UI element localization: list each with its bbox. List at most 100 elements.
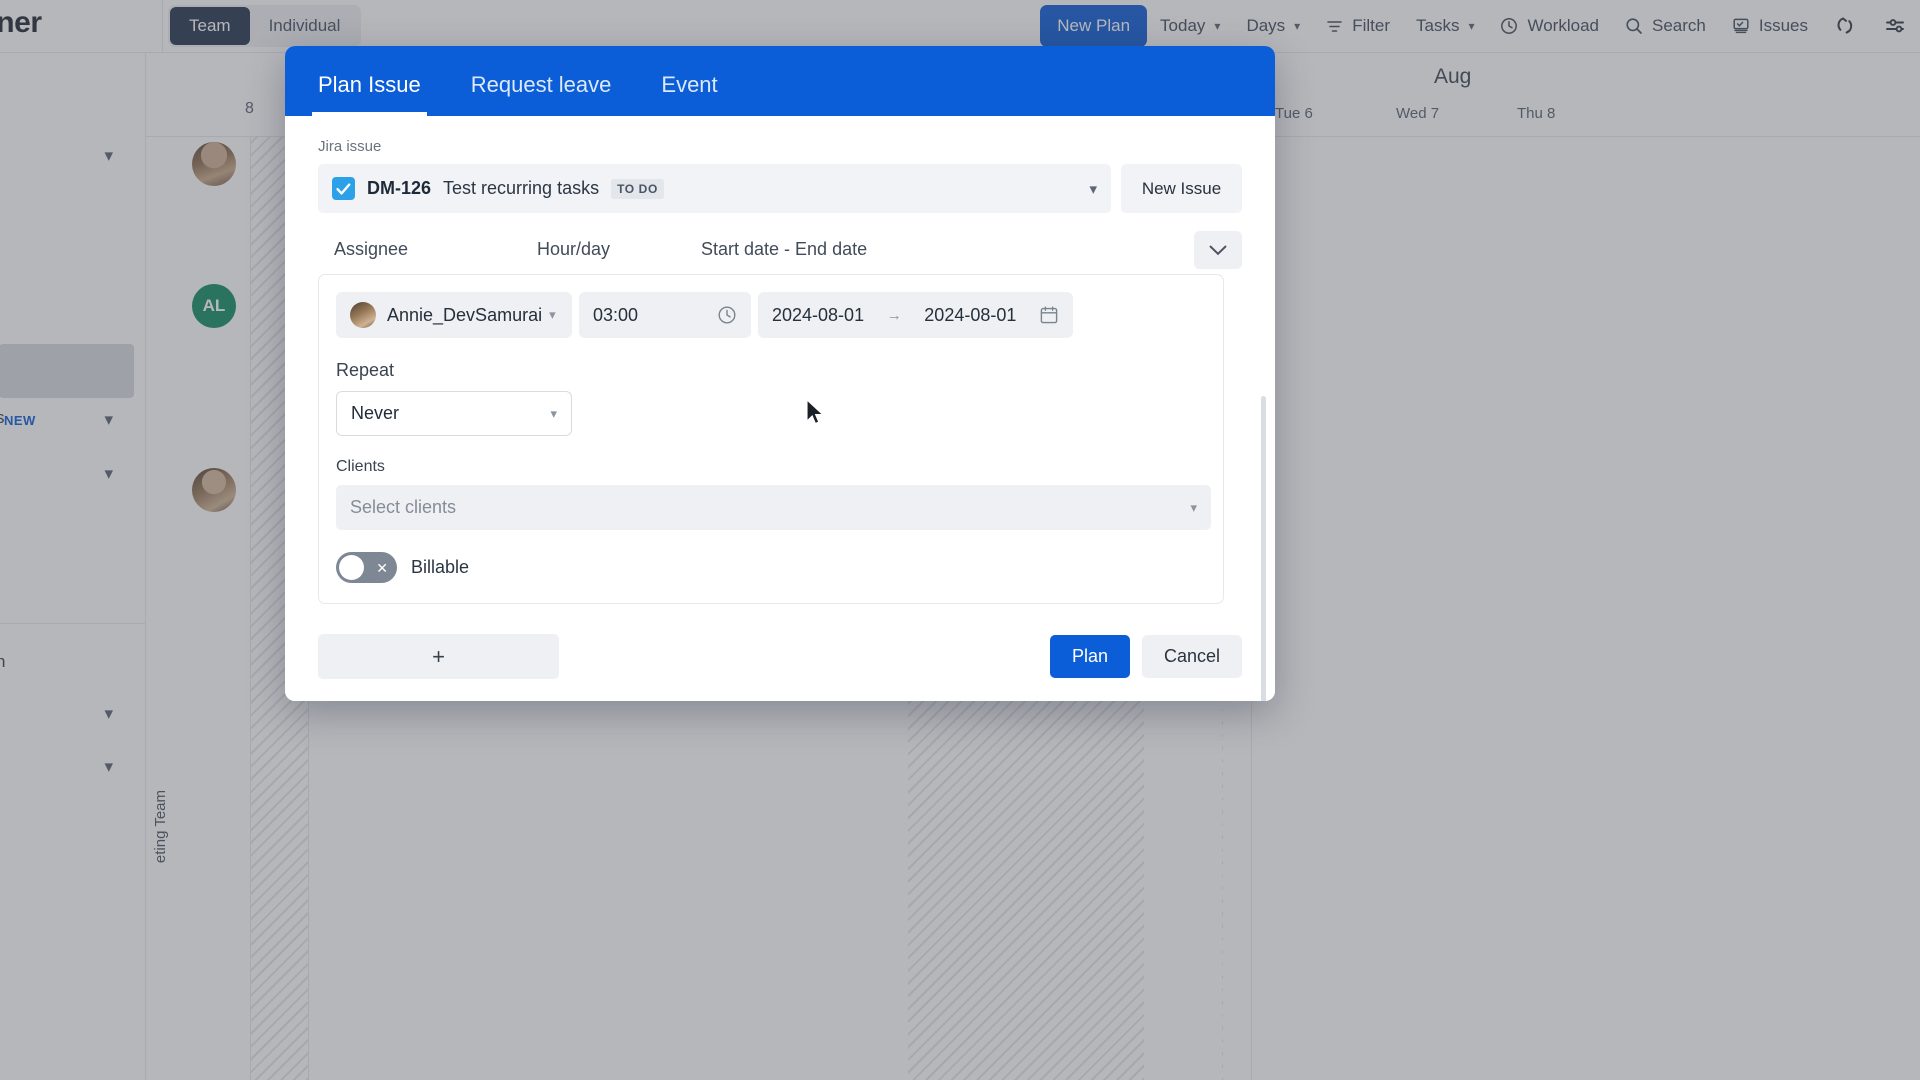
days-dropdown[interactable]: Days ▾: [1233, 7, 1313, 45]
repeat-label: Repeat: [336, 360, 395, 380]
chevron-down-icon: ▾: [1468, 19, 1475, 33]
add-row-button[interactable]: +: [318, 634, 559, 679]
modal-scrollbar[interactable]: [1261, 396, 1266, 701]
hour-per-day-input[interactable]: 03:00: [579, 292, 751, 338]
chevron-down-icon: ▾: [1190, 499, 1197, 515]
tab-individual[interactable]: Individual: [268, 16, 341, 35]
chevron-down-icon: ▾: [549, 307, 556, 322]
chevron-down-icon: ▾: [1294, 19, 1301, 33]
filter-button[interactable]: Filter: [1313, 7, 1403, 45]
issues-button[interactable]: Issues: [1719, 7, 1821, 45]
avatar[interactable]: [192, 142, 236, 186]
chevron-down-icon[interactable]: ▾: [104, 410, 113, 429]
workload-label: Workload: [1527, 16, 1599, 35]
repeat-value: Never: [351, 403, 400, 423]
tab-event[interactable]: Event: [661, 72, 718, 97]
jira-issue-select[interactable]: DM-126 Test recurring tasks TO DO ▾: [318, 164, 1111, 213]
new-issue-button[interactable]: New Issue: [1121, 164, 1242, 213]
plan-row-card: Annie_DevSamurai ▾ 03:00 2024-08-01 → 20…: [318, 274, 1224, 604]
brand-area: anner urai: [0, 0, 163, 53]
calendar-day-tue6: Tue 6: [1275, 105, 1313, 122]
hour-value: 03:00: [593, 304, 639, 325]
calendar-icon: [1039, 305, 1059, 325]
date-range-arrow-icon: →: [886, 306, 902, 324]
plan-inputs-row: Annie_DevSamurai ▾ 03:00 2024-08-01 → 20…: [336, 292, 1206, 338]
jira-issue-row: DM-126 Test recurring tasks TO DO ▾ New …: [318, 164, 1242, 213]
end-date: 2024-08-01: [924, 304, 1017, 325]
clients-select[interactable]: Select clients ▾: [336, 485, 1211, 530]
plan-button[interactable]: Plan: [1049, 635, 1130, 678]
jira-issue-label: Jira issue: [318, 138, 382, 155]
calendar-day-number: 8: [245, 100, 254, 117]
issues-label: Issues: [1758, 16, 1808, 35]
modal-tabs: Plan Issue Request leave Event: [285, 46, 1275, 116]
tab-team[interactable]: Team: [170, 7, 250, 45]
collapse-button[interactable]: [1194, 231, 1242, 269]
grid-line: [250, 137, 251, 1080]
tab-plan-issue[interactable]: Plan Issue: [312, 72, 427, 116]
date-range-input[interactable]: 2024-08-01 → 2024-08-01: [758, 292, 1073, 338]
chevron-down-icon: ▾: [1214, 19, 1221, 33]
issue-checkbox[interactable]: [332, 177, 355, 200]
clients-label: Clients: [336, 458, 385, 475]
avatar[interactable]: [192, 468, 236, 512]
clock-icon: [717, 305, 737, 325]
toolbar-controls: New Plan Today ▾ Days ▾ Filter Tasks ▾: [1040, 5, 1920, 47]
new-plan-button[interactable]: New Plan: [1040, 5, 1148, 47]
toggle-knob: [339, 555, 364, 580]
chevron-down-icon[interactable]: ▾: [104, 464, 113, 483]
cancel-button[interactable]: Cancel: [1141, 635, 1242, 678]
repeat-select[interactable]: Never ▾: [336, 391, 572, 436]
hatched-region: [1222, 557, 1223, 1080]
tasks-label: Tasks: [1415, 16, 1460, 35]
plan-column-headers: Assignee Hour/day Start date - End date: [318, 231, 1242, 269]
workload-button[interactable]: Workload: [1487, 7, 1612, 45]
chevron-down-icon: ▾: [550, 405, 557, 421]
search-label: Search: [1651, 16, 1706, 35]
billable-toggle[interactable]: ✕: [336, 552, 397, 583]
app-title: anner: [0, 5, 42, 39]
column-header-dates: Start date - End date: [701, 239, 868, 259]
settings-button[interactable]: [1871, 5, 1920, 47]
modal-body: Jira issue DM-126 Test recurring tasks T…: [285, 116, 1275, 701]
tasks-dropdown[interactable]: Tasks ▾: [1403, 7, 1488, 45]
calendar-month: Aug: [1434, 65, 1472, 88]
left-sidebar: ▾ ▾ ▾ ▾ ▾ NEW s n: [0, 53, 146, 1080]
avatar-initials: AL: [202, 296, 226, 315]
calendar-day-wed7: Wed 7: [1396, 105, 1440, 122]
today-dropdown[interactable]: Today ▾: [1147, 7, 1233, 45]
days-label: Days: [1246, 16, 1286, 35]
top-toolbar: anner urai Team Individual New Plan Toda…: [0, 0, 1920, 53]
today-label: Today: [1160, 16, 1206, 35]
start-date: 2024-08-01: [772, 304, 865, 325]
sliders-icon: [1884, 14, 1908, 38]
new-badge: NEW: [4, 413, 36, 428]
search-button[interactable]: Search: [1612, 7, 1719, 45]
chevron-down-icon[interactable]: ▾: [104, 704, 113, 723]
clock-icon: [1500, 17, 1518, 35]
view-toggle: Team Individual: [168, 5, 362, 47]
mouse-cursor: [806, 398, 825, 432]
close-icon: ✕: [376, 559, 388, 576]
avatar: [350, 302, 376, 328]
calendar-day-thu8: Thu 8: [1517, 105, 1556, 122]
tab-request-leave[interactable]: Request leave: [470, 72, 612, 97]
column-header-assignee: Assignee: [334, 239, 409, 259]
issue-key: DM-126: [367, 178, 432, 198]
sidebar-selected-row[interactable]: [0, 344, 134, 398]
divider: [0, 623, 145, 624]
issue-title: Test recurring tasks: [443, 178, 600, 198]
plan-issue-modal: Plan Issue Request leave Event Jira issu…: [285, 46, 1275, 701]
search-icon: [1625, 17, 1643, 35]
refresh-button[interactable]: [1821, 5, 1871, 47]
assignee-name: Annie_DevSamurai: [387, 304, 543, 325]
refresh-icon: [1834, 14, 1858, 38]
chevron-down-icon[interactable]: ▾: [104, 757, 113, 776]
status-badge: TO DO: [611, 178, 664, 199]
chevron-down-icon[interactable]: ▾: [104, 146, 113, 165]
filter-label: Filter: [1352, 16, 1390, 35]
chevron-down-icon[interactable]: ▾: [1089, 180, 1097, 198]
avatar[interactable]: AL: [192, 284, 236, 328]
billable-label: Billable: [411, 557, 470, 577]
assignee-select[interactable]: Annie_DevSamurai ▾: [336, 292, 572, 338]
